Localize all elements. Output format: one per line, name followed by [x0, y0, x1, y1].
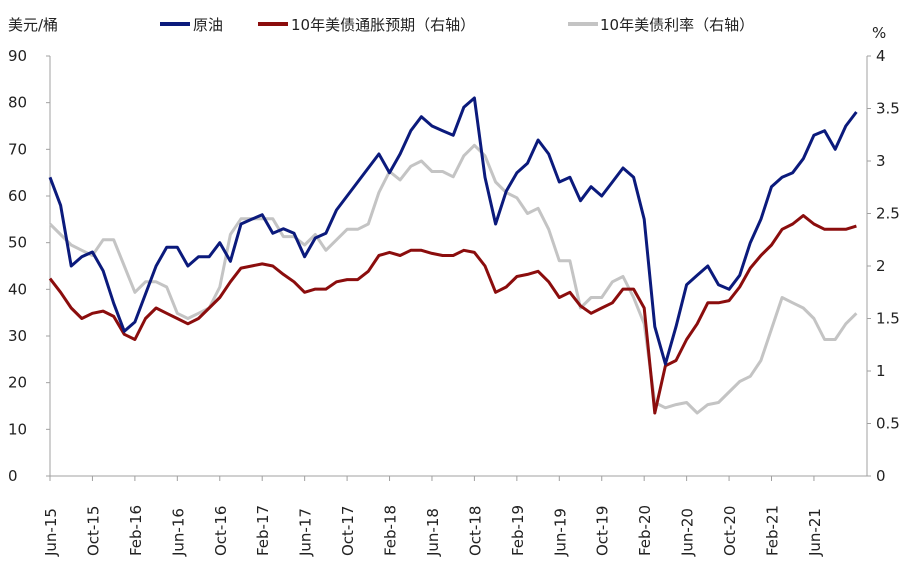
x-axis-tick-label: Feb-17 — [254, 505, 272, 556]
x-axis-tick-label: Oct-15 — [84, 506, 102, 556]
left-axis-tick-label: 40 — [8, 280, 27, 298]
x-axis-tick-label: Jun-16 — [169, 508, 187, 557]
legend-label-inflation-expectation: 10年美债通胀预期（右轴） — [291, 16, 475, 34]
legend: 原油 10年美债通胀预期（右轴） 10年美债利率（右轴） — [160, 16, 754, 34]
left-axis-tick-label: 70 — [8, 140, 27, 158]
left-axis-ticks: 0 10 20 30 40 50 60 70 80 90 — [8, 47, 50, 485]
x-axis-tick-label: Jun-17 — [297, 508, 315, 557]
legend-label-treasury-yield: 10年美债利率（右轴） — [600, 16, 754, 34]
left-axis-tick-label: 60 — [8, 187, 27, 205]
left-axis-tick-label: 30 — [8, 327, 27, 345]
x-axis-tick-label: Jun-20 — [679, 508, 697, 557]
right-axis-tick-label: 3.5 — [876, 100, 900, 118]
left-axis-tick-label: 0 — [8, 467, 18, 485]
left-axis-tick-label: 20 — [8, 374, 27, 392]
left-axis-tick-label: 80 — [8, 94, 27, 112]
left-axis-tick-label: 10 — [8, 420, 27, 438]
x-axis-tick-label: Oct-19 — [594, 506, 612, 556]
x-axis-tick-label: Feb-21 — [764, 505, 782, 556]
x-axis-tick-label: Feb-20 — [636, 505, 654, 556]
right-axis-tick-label: 1 — [876, 362, 886, 380]
series-layer — [48, 96, 858, 415]
right-axis-tick-label: 0.5 — [876, 415, 900, 433]
x-axis-ticks: Jun-15 Oct-15 Feb-16 Jun-16 Oct-16 Feb-17 Jun-… — [42, 476, 824, 557]
x-axis-tick-label: Feb-16 — [127, 505, 145, 556]
left-axis-tick-label: 50 — [8, 234, 27, 252]
x-axis-tick-label: Jun-19 — [551, 508, 569, 557]
x-axis-tick-label: Oct-16 — [212, 506, 230, 556]
left-axis-unit-label: 美元/桶 — [8, 16, 58, 34]
x-axis-tick-label: Feb-19 — [509, 505, 527, 556]
right-axis-ticks: 0 0.5 1 1.5 2 2.5 3 3.5 4 — [867, 47, 900, 485]
x-axis-tick-label: Feb-18 — [382, 505, 400, 556]
x-axis-tick-label: Oct-20 — [721, 506, 739, 556]
right-axis-unit-label: % — [872, 24, 886, 42]
legend-label-crude-oil: 原油 — [193, 16, 223, 34]
x-axis-tick-label: Oct-18 — [466, 506, 484, 556]
right-axis-tick-label: 2 — [876, 257, 886, 275]
x-axis-tick-label: Jun-21 — [806, 508, 824, 557]
right-axis-tick-label: 1.5 — [876, 310, 900, 328]
right-axis-tick-label: 0 — [876, 467, 886, 485]
right-axis-tick-label: 3 — [876, 152, 886, 170]
right-axis-tick-label: 4 — [876, 47, 886, 65]
x-axis-tick-label: Jun-18 — [424, 508, 442, 557]
series-line-1 — [48, 214, 857, 415]
series-line-2 — [48, 143, 858, 415]
x-axis-tick-label: Jun-15 — [42, 508, 60, 557]
right-axis-tick-label: 2.5 — [876, 205, 900, 223]
series-line-0 — [48, 96, 858, 366]
left-axis-tick-label: 90 — [8, 47, 27, 65]
x-axis-tick-label: Oct-17 — [339, 506, 357, 556]
